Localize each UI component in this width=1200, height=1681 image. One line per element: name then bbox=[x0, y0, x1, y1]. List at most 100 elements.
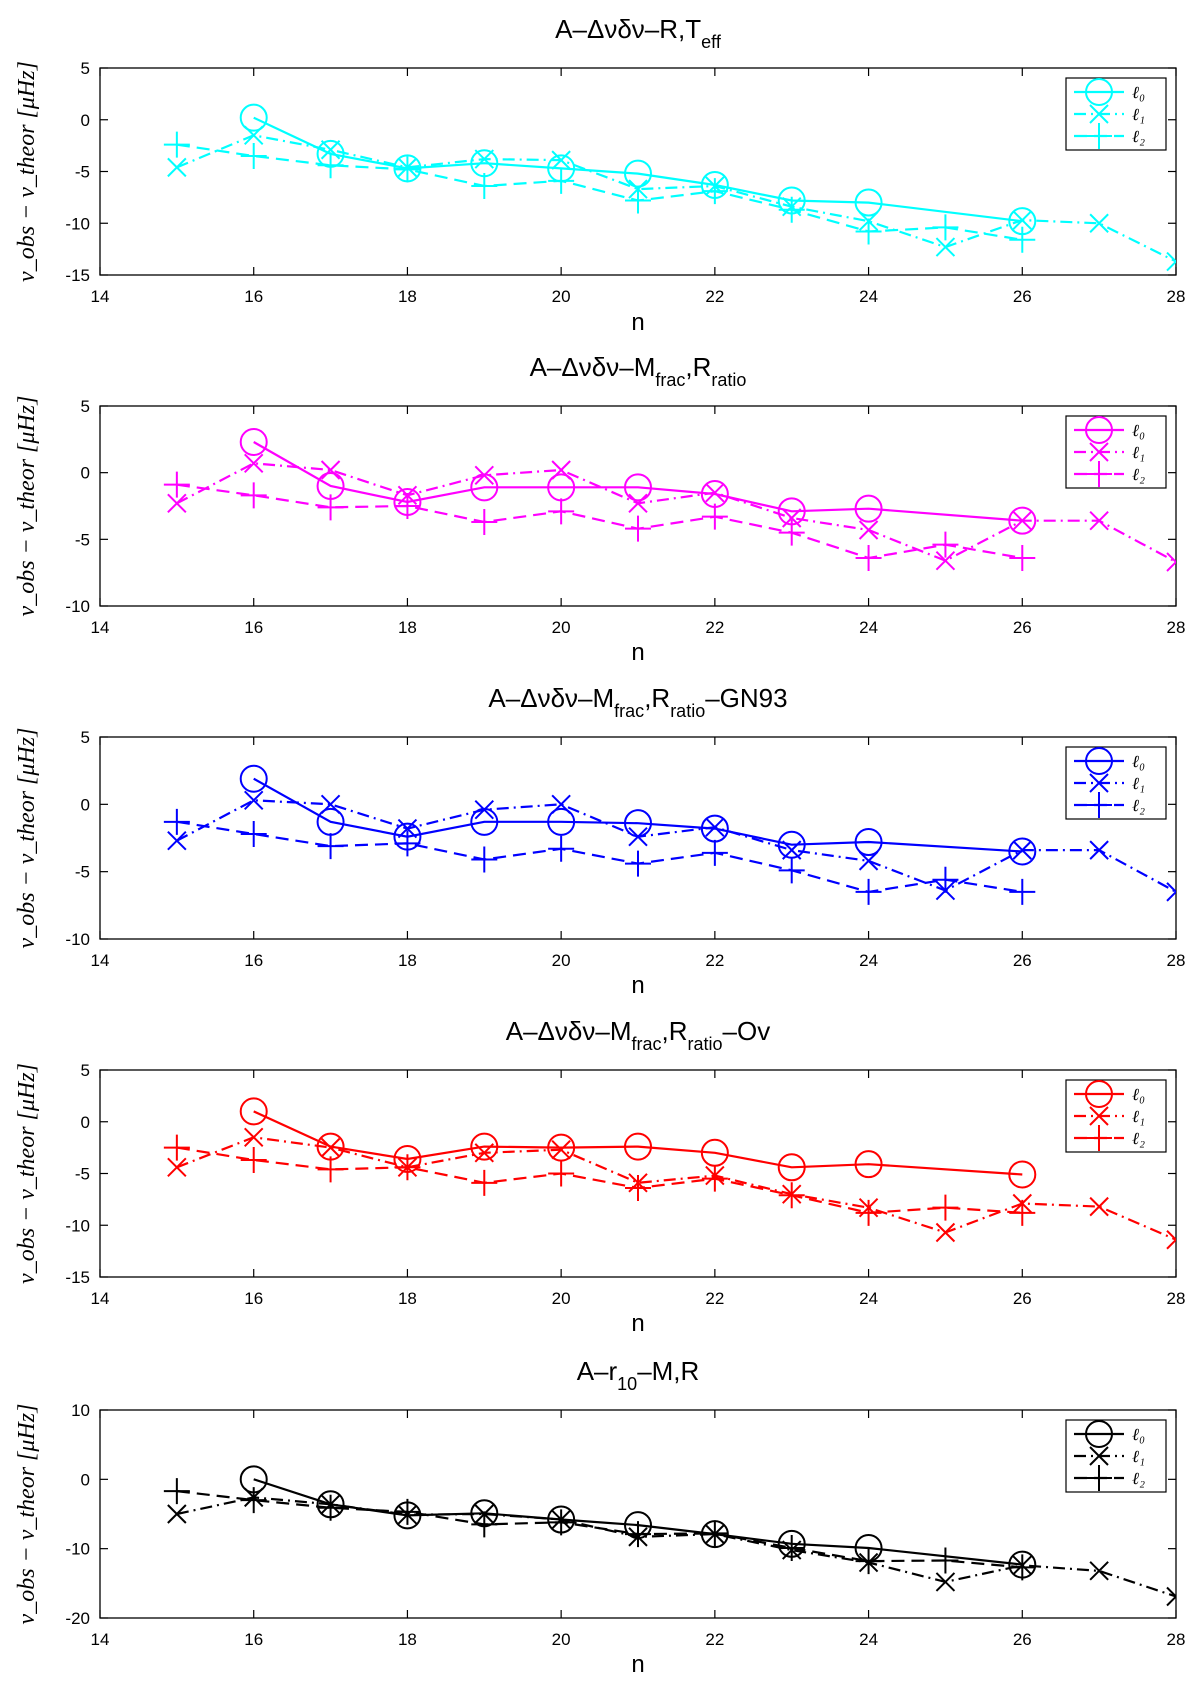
data-point bbox=[471, 846, 498, 873]
data-point bbox=[163, 1478, 190, 1505]
legend-label: ℓ₁ bbox=[1132, 443, 1145, 462]
y-tick-label: -10 bbox=[65, 1540, 90, 1559]
data-point bbox=[854, 188, 883, 217]
data-point bbox=[1089, 1561, 1109, 1581]
x-tick-label: 16 bbox=[244, 1630, 263, 1649]
chart-panel-1: A–Δνδν–R,Teff 14 16 18 20 22 24 26 28 -15 -10 -5 0 5 n… bbox=[14, 14, 1185, 336]
data-point bbox=[858, 520, 879, 540]
data-point bbox=[470, 1132, 499, 1161]
data-point bbox=[625, 515, 651, 542]
data-point bbox=[1089, 213, 1109, 233]
data-point bbox=[1089, 1196, 1109, 1217]
series-line bbox=[176, 820, 1023, 894]
data-point bbox=[394, 1154, 421, 1181]
y-tick-label: -10 bbox=[65, 1216, 90, 1235]
y-tick-label: -20 bbox=[65, 1609, 90, 1628]
data-point bbox=[778, 1534, 805, 1561]
y-tick-label: 5 bbox=[81, 1061, 90, 1080]
y-tick-label: 10 bbox=[71, 1401, 90, 1420]
plot-area bbox=[99, 405, 1177, 607]
data-point bbox=[548, 167, 575, 194]
x-tick-label: 26 bbox=[1013, 287, 1032, 306]
data-point bbox=[548, 1509, 575, 1536]
data-point bbox=[854, 494, 883, 523]
data-point bbox=[317, 833, 344, 860]
data-point bbox=[394, 493, 421, 519]
data-point bbox=[1089, 840, 1109, 860]
title-subscript: eff bbox=[701, 32, 722, 52]
data-point bbox=[777, 1153, 806, 1182]
data-point bbox=[854, 1150, 883, 1179]
data-point bbox=[163, 1134, 190, 1161]
data-point bbox=[471, 172, 498, 199]
data-point bbox=[320, 794, 341, 815]
x-axis-label: n bbox=[631, 639, 644, 666]
x-axis-label: n bbox=[631, 1310, 644, 1337]
x-tick-label: 18 bbox=[398, 1289, 417, 1308]
series-line bbox=[176, 483, 1023, 560]
title-subscript: frac bbox=[655, 370, 685, 390]
x-axis-label: n bbox=[631, 1651, 644, 1678]
x-tick-label: 18 bbox=[398, 287, 417, 306]
legend-label: ℓ₁ bbox=[1132, 1107, 1145, 1126]
x-tick-label: 20 bbox=[552, 951, 571, 970]
y-tick-label: -5 bbox=[75, 530, 90, 549]
y-tick-label: -5 bbox=[75, 163, 90, 182]
title-subscript: frac bbox=[614, 701, 644, 721]
series-line bbox=[176, 1136, 1176, 1241]
title-middle: ,R bbox=[685, 352, 711, 382]
x-tick-label: 28 bbox=[1167, 287, 1186, 306]
data-point bbox=[239, 103, 268, 132]
data-point bbox=[935, 237, 956, 257]
data-point bbox=[701, 839, 728, 866]
data-point bbox=[624, 473, 652, 502]
data-point bbox=[1009, 1554, 1036, 1581]
data-point bbox=[1008, 837, 1037, 866]
y-tick-label: -15 bbox=[65, 1268, 90, 1287]
series-line bbox=[176, 134, 1176, 263]
data-point bbox=[317, 1494, 344, 1521]
data-point bbox=[932, 531, 959, 558]
data-point bbox=[394, 1498, 421, 1525]
data-point bbox=[935, 1572, 956, 1592]
legend-marker bbox=[1085, 1080, 1113, 1108]
legend: ℓ₀ ℓ₁ ℓ₂ bbox=[1065, 415, 1167, 489]
x-tick-label: 28 bbox=[1167, 951, 1186, 970]
data-point bbox=[782, 508, 802, 528]
data-point bbox=[239, 1097, 268, 1126]
x-tick-label: 28 bbox=[1167, 618, 1186, 637]
y-tick-label: -5 bbox=[75, 863, 90, 882]
x-tick-label: 24 bbox=[859, 951, 878, 970]
series-3 bbox=[163, 471, 1036, 571]
title-middle: –M,R bbox=[637, 1356, 699, 1386]
title-subscript-2: ratio bbox=[670, 701, 705, 721]
title-subscript: frac bbox=[632, 1034, 662, 1054]
x-tick-label: 22 bbox=[705, 951, 724, 970]
legend: ℓ₀ ℓ₁ ℓ₂ bbox=[1065, 1419, 1167, 1493]
y-axis-label: ν_obs − ν_theor [μHz] bbox=[14, 61, 40, 282]
data-point bbox=[1008, 1160, 1037, 1189]
data-point bbox=[471, 509, 498, 535]
legend-marker bbox=[1086, 1465, 1112, 1491]
title-tail: –GN93 bbox=[705, 683, 787, 713]
data-point bbox=[167, 1157, 187, 1177]
plot-area bbox=[99, 67, 1177, 276]
legend-marker bbox=[1085, 747, 1113, 775]
legend-marker bbox=[1085, 1420, 1113, 1448]
data-point bbox=[1089, 510, 1109, 531]
legend-marker bbox=[1089, 104, 1109, 124]
data-point bbox=[474, 465, 494, 486]
title-subscript-2: ratio bbox=[688, 1034, 723, 1054]
data-point bbox=[855, 545, 882, 571]
data-point bbox=[240, 482, 267, 509]
y-tick-label: -5 bbox=[75, 1165, 90, 1184]
data-point bbox=[320, 1137, 341, 1158]
data-point bbox=[397, 818, 418, 839]
y-axis-label: ν_obs − ν_theor [μHz] bbox=[14, 1404, 40, 1625]
x-tick-label: 16 bbox=[244, 287, 263, 306]
data-point bbox=[551, 1139, 571, 1160]
data-point bbox=[858, 851, 879, 871]
data-point bbox=[548, 498, 575, 525]
